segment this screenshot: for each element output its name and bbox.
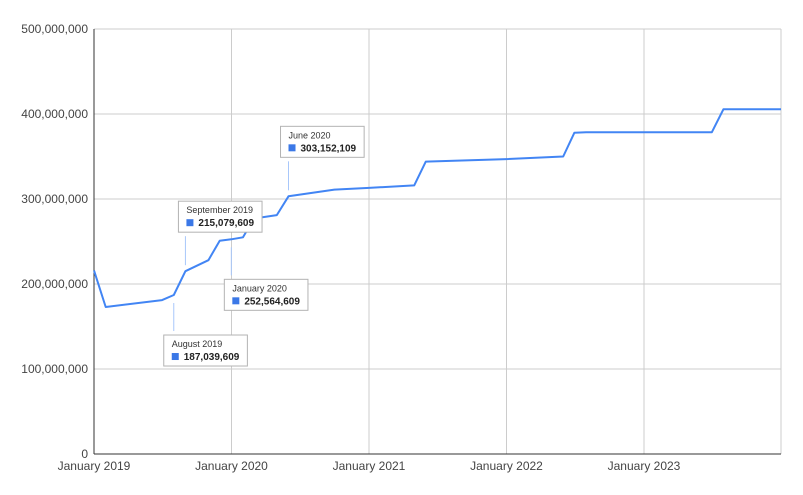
gridlines [93,28,782,455]
annotation-date: January 2020 [232,283,287,293]
y-tick-label: 200,000,000 [21,277,88,291]
annotation-value: 252,564,609 [244,296,300,307]
annotation-date: June 2020 [289,130,331,140]
annotation-box [177,200,263,233]
annotation-box [223,278,309,311]
x-tick-label: January 2021 [333,459,406,473]
annotation-date: August 2019 [172,339,223,349]
annotation-tooltip: September 2019 215,079,609 [177,200,263,266]
x-tick-label: January 2022 [470,459,543,473]
x-tick-label: January 2019 [58,459,131,473]
y-tick-label: 300,000,000 [21,192,88,206]
series-line [93,108,781,308]
tick-labels: 0 100,000,000 200,000,000 300,000,000 400,00… [21,22,680,473]
annotations: August 2019 187,039,609 September 2019 215,… [163,125,365,367]
legend-swatch [232,297,240,305]
annotation-box [163,334,248,367]
y-tick-label: 0 [81,447,88,461]
legend-swatch [288,144,296,152]
y-tick-label: 100,000,000 [21,362,88,376]
annotation-tooltip: August 2019 187,039,609 [163,303,248,367]
series-layer [93,108,781,308]
y-tick-label: 500,000,000 [21,22,88,36]
annotation-value: 215,079,609 [198,218,254,229]
y-tick-label: 400,000,000 [21,107,88,121]
x-tick-label: January 2020 [195,459,268,473]
legend-swatch [186,219,194,227]
annotation-value: 187,039,609 [184,352,240,363]
annotation-value: 303,152,109 [301,143,357,154]
legend-swatch [171,353,179,361]
x-tick-label: January 2023 [608,459,681,473]
annotation-date: September 2019 [186,205,253,215]
annotation-box [280,125,365,158]
annotation-tooltip: January 2020 252,564,609 [223,247,309,311]
annotation-tooltip: June 2020 303,152,109 [280,125,365,191]
